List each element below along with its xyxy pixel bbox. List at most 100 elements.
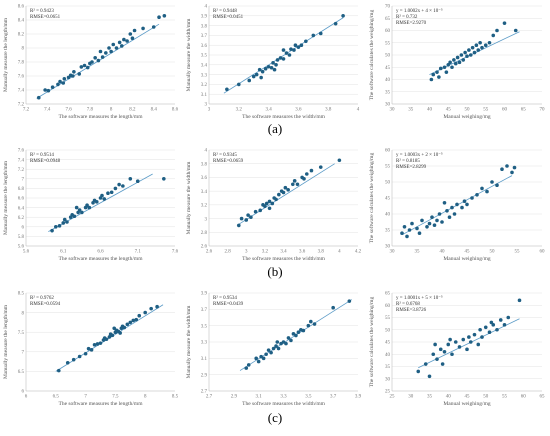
data-point [468,340,473,344]
data-point [107,335,112,339]
data-point [440,220,444,224]
data-point [457,60,462,65]
data-point [450,352,454,357]
data-point [400,231,404,235]
data-point [83,351,88,356]
y-tick-label: 3.7 [201,308,208,313]
data-point [302,177,306,181]
y-axis-title: Manually measure the length/mm [3,304,9,379]
scatter-width-b: 2.6 2.8 3 3.2 3.4 3.6 3.8 4 2.6 2.8 3 3.2 3.4 3.6 3.8 4… [186,149,362,262]
y-tick-label: 6.4 [18,206,25,211]
data-point [102,197,107,201]
data-point [331,305,335,310]
regression-annotation: R² = 0.6768 [396,301,420,307]
data-point [438,66,443,71]
y-tick-label: 6.8 [18,187,25,192]
x-tick-label: 7.6 [65,108,72,113]
y-tick-label: 60 [385,149,391,154]
y-tick-label: 40 [385,78,391,83]
x-tick-label: 50 [465,108,471,113]
data-point [244,218,249,222]
data-point [312,322,317,326]
x-tick-label: 50 [483,395,489,400]
data-point [157,15,161,19]
y-tick-label: 3.5 [201,324,208,329]
regression-annotation: RMSE=0.0659 [213,159,244,164]
y-axis-title: Manually measure the width/mm [186,18,192,92]
x-tick-label: 65 [521,108,527,113]
data-point [71,74,75,78]
y-tick-label: 8.5 [18,292,25,297]
x-tick-label: 7.8 [87,108,94,113]
data-point [247,78,252,83]
y-tick-label: 6.5 [18,370,25,375]
x-tick-label: 3.1 [256,395,263,400]
data-point [117,182,121,187]
y-axis-title: The software calculates the weighing/mg [368,10,375,101]
x-tick-label: 55 [483,108,489,113]
data-point [92,342,97,347]
data-point [93,56,97,60]
data-point [306,323,311,328]
regression-annotation: RMSE=2.8299 [396,165,427,170]
x-tick-label: 55 [502,395,508,400]
data-point [155,304,159,309]
data-point [500,167,504,171]
data-point [480,45,484,50]
data-point [264,352,268,357]
y-tick-label: 3 [205,103,208,108]
data-point [505,164,509,168]
data-point [270,201,275,206]
data-point [478,327,482,332]
y-tick-label: 6 [22,390,25,395]
x-tick-label: 7.2 [23,108,30,113]
data-point [109,49,113,54]
data-point [130,36,135,40]
x-tick-label: 6.5 [53,395,60,400]
data-point [266,64,271,69]
data-point [141,26,145,31]
y-tick-label: 35 [385,229,391,234]
x-tick-label: 3.2 [262,250,269,255]
y-tick-label: 3.2 [201,204,208,209]
data-point [143,310,147,315]
y-tick-label: 35 [385,365,391,370]
y-tick-label: 3.8 [201,24,208,29]
y-tick-label: 25 [385,390,391,395]
row-label-a: (a) [267,121,283,136]
data-point [465,202,469,207]
data-point [468,53,473,57]
data-point [512,165,517,170]
data-point [257,67,262,72]
x-tick-label: 3.8 [325,108,332,113]
data-point [453,61,458,66]
y-tick-label: 7.6 [18,75,25,80]
data-point [276,346,281,351]
data-point [442,65,447,70]
x-tick-label: 3.5 [305,395,312,400]
data-point [301,328,306,333]
data-point [448,337,452,342]
data-point [82,63,87,68]
data-point [135,179,140,183]
y-tick-label: 3.4 [201,64,208,69]
data-point [131,318,136,323]
data-point [470,196,474,200]
y-tick-label: 2.8 [201,231,208,236]
y-tick-label: 7.8 [18,61,25,66]
y-tick-label: 45 [385,341,391,346]
data-point [128,177,133,181]
x-tick-label: 35 [415,250,421,255]
y-tick-label: 3.8 [201,162,208,167]
data-point [442,350,447,354]
data-point [111,42,116,47]
data-point [274,344,278,348]
data-point [58,79,62,84]
scatter-length-a: 7.2 7.4 7.6 7.8 8 8.2 8.4 8.6 7.2 7.4 7.6 7.8 8 8.2 8.… [3,5,179,120]
data-point [261,356,266,361]
data-point [281,190,286,195]
data-point [122,325,127,330]
data-point [448,60,452,65]
x-axis-title: Manual weighing/mg [443,401,490,407]
data-point [415,226,419,231]
